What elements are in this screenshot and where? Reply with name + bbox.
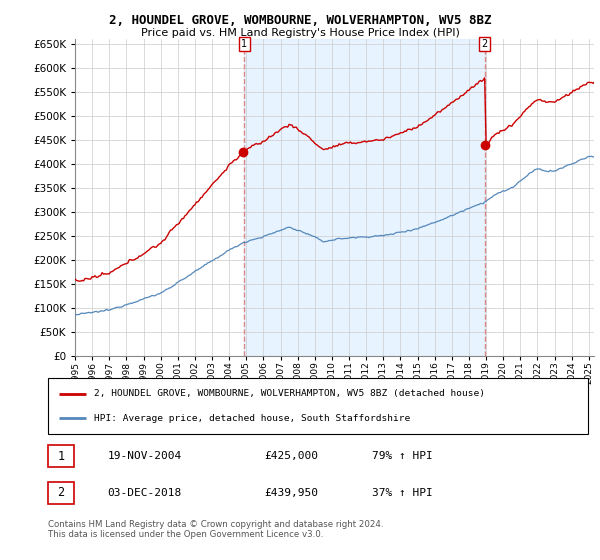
Text: HPI: Average price, detached house, South Staffordshire: HPI: Average price, detached house, Sout… bbox=[94, 414, 410, 423]
FancyBboxPatch shape bbox=[48, 378, 588, 434]
FancyBboxPatch shape bbox=[48, 445, 74, 467]
Text: 37% ↑ HPI: 37% ↑ HPI bbox=[372, 488, 433, 498]
Text: 1: 1 bbox=[58, 450, 65, 463]
Text: 19-NOV-2004: 19-NOV-2004 bbox=[107, 451, 182, 461]
Text: Contains HM Land Registry data © Crown copyright and database right 2024.
This d: Contains HM Land Registry data © Crown c… bbox=[48, 520, 383, 539]
Bar bbox=[244, 39, 485, 356]
Text: 2: 2 bbox=[482, 39, 488, 49]
Text: 2: 2 bbox=[58, 486, 65, 500]
Text: 79% ↑ HPI: 79% ↑ HPI bbox=[372, 451, 433, 461]
Text: 2, HOUNDEL GROVE, WOMBOURNE, WOLVERHAMPTON, WV5 8BZ: 2, HOUNDEL GROVE, WOMBOURNE, WOLVERHAMPT… bbox=[109, 14, 491, 27]
FancyBboxPatch shape bbox=[48, 482, 74, 503]
Text: £439,950: £439,950 bbox=[264, 488, 318, 498]
Text: 1: 1 bbox=[241, 39, 247, 49]
Text: 2, HOUNDEL GROVE, WOMBOURNE, WOLVERHAMPTON, WV5 8BZ (detached house): 2, HOUNDEL GROVE, WOMBOURNE, WOLVERHAMPT… bbox=[94, 389, 485, 398]
Text: 03-DEC-2018: 03-DEC-2018 bbox=[107, 488, 182, 498]
Text: £425,000: £425,000 bbox=[264, 451, 318, 461]
Text: Price paid vs. HM Land Registry's House Price Index (HPI): Price paid vs. HM Land Registry's House … bbox=[140, 28, 460, 38]
